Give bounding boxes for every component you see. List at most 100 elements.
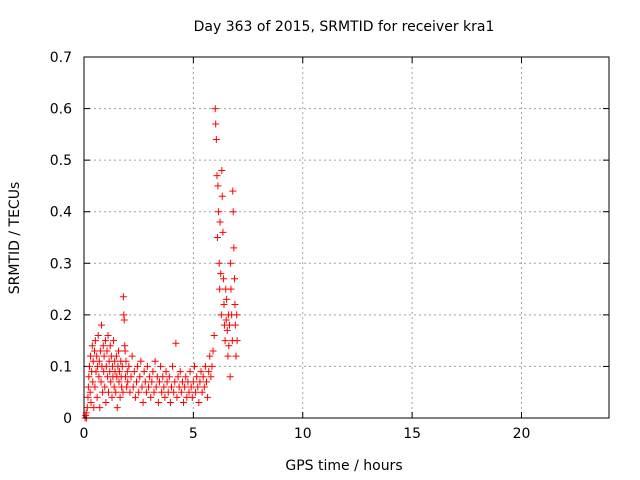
data-point <box>226 373 234 381</box>
data-point <box>136 373 144 381</box>
data-point <box>113 404 121 412</box>
data-point <box>110 383 118 391</box>
data-point <box>231 275 238 283</box>
data-point <box>162 368 170 376</box>
data-point <box>154 399 162 407</box>
data-point <box>95 373 103 381</box>
data-point <box>213 172 221 180</box>
data-point <box>211 105 219 113</box>
data-point <box>150 388 158 396</box>
data-point <box>227 259 235 267</box>
data-point <box>143 362 151 370</box>
data-point <box>185 388 193 396</box>
data-point <box>207 373 215 381</box>
data-point <box>152 383 160 391</box>
data-point <box>181 383 189 391</box>
data-point <box>85 373 93 381</box>
data-point <box>131 393 139 401</box>
data-point <box>168 383 175 391</box>
data-point <box>101 383 109 391</box>
y-tick-label: 0.7 <box>50 50 72 66</box>
data-point <box>83 404 91 412</box>
data-point <box>221 337 229 345</box>
data-point <box>119 388 127 396</box>
y-tick-label: 0.1 <box>50 359 72 375</box>
data-point <box>216 285 224 293</box>
data-point <box>222 316 230 324</box>
data-point <box>126 388 134 396</box>
data-point <box>224 352 232 360</box>
data-point <box>94 331 102 339</box>
data-point <box>118 362 126 370</box>
data-point <box>230 244 238 252</box>
data-point <box>231 321 239 329</box>
data-point <box>84 393 92 401</box>
data-point <box>192 388 200 396</box>
x-tick-label: 10 <box>294 426 312 442</box>
data-point <box>137 357 145 365</box>
data-point <box>200 383 208 391</box>
data-point <box>233 311 241 319</box>
data-point <box>166 399 174 407</box>
data-point <box>115 368 123 376</box>
data-point <box>99 342 107 350</box>
data-point <box>127 373 135 381</box>
data-point <box>216 218 224 226</box>
data-point <box>102 399 110 407</box>
data-points <box>81 105 241 422</box>
data-point <box>173 393 181 401</box>
data-point <box>195 399 203 407</box>
data-point <box>112 388 120 396</box>
data-point <box>147 393 155 401</box>
data-point <box>116 393 124 401</box>
data-point <box>124 378 132 386</box>
data-point <box>89 357 97 365</box>
data-point <box>218 166 226 174</box>
data-point <box>96 404 104 412</box>
data-point <box>100 352 108 360</box>
data-point <box>103 347 111 355</box>
x-tick-label: 20 <box>513 426 531 442</box>
y-axis-label: SRMTID / TECUs <box>7 182 23 295</box>
data-point <box>158 388 166 396</box>
data-point <box>87 352 95 360</box>
data-point <box>169 362 177 370</box>
data-point <box>92 368 100 376</box>
data-point <box>203 378 210 386</box>
data-point <box>142 388 150 396</box>
data-point <box>145 383 153 391</box>
chart-title: Day 363 of 2015, SRMTID for receiver kra… <box>194 19 495 35</box>
data-point <box>199 373 207 381</box>
data-point <box>93 393 101 401</box>
data-point <box>172 339 180 347</box>
data-point <box>111 357 119 365</box>
data-point <box>229 187 237 195</box>
data-point <box>95 357 103 365</box>
data-point <box>206 352 214 360</box>
data-point <box>218 192 226 200</box>
data-point <box>205 368 213 376</box>
data-point <box>98 321 105 329</box>
data-point <box>123 383 131 391</box>
data-point <box>160 383 168 391</box>
data-point <box>140 368 148 376</box>
data-point <box>177 388 185 396</box>
data-point <box>148 378 156 386</box>
data-point <box>157 362 165 370</box>
data-point <box>97 378 105 386</box>
data-point <box>99 388 107 396</box>
data-point <box>100 368 108 376</box>
data-point <box>133 378 140 386</box>
data-point <box>146 373 154 381</box>
grid-lines <box>84 57 609 418</box>
data-point <box>121 347 129 355</box>
data-point <box>149 368 157 376</box>
y-tick-label: 0.2 <box>50 308 72 324</box>
data-point <box>101 337 109 345</box>
x-tick-label: 0 <box>80 426 89 442</box>
data-point <box>194 383 202 391</box>
data-point <box>217 270 225 278</box>
data-point <box>212 120 220 128</box>
data-point <box>102 362 110 370</box>
